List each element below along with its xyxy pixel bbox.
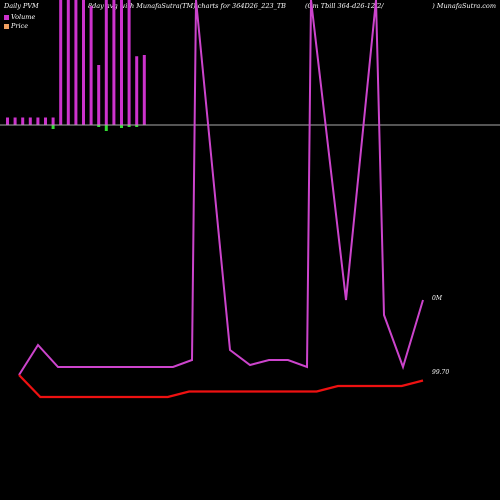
price-line [18,374,424,399]
legend-volume: Volume [4,13,35,21]
volume-bar-up [66,0,70,125]
volume-axis-label: 0M [432,295,443,302]
volume-average-line [18,0,424,376]
chart-header-instrument: (Cm Tbill 364-d26-12/2/ [305,2,384,10]
volume-bar-down [127,125,131,127]
legend-volume-swatch [4,14,9,20]
legend-volume-label: Volume [11,13,36,21]
volume-bar-up [36,117,40,125]
volume-bar-up [74,0,78,125]
volume-bar-up [13,117,17,125]
volume-bar-up [127,0,131,125]
legend-price-label: Price [11,22,29,30]
volume-bar-down [135,125,139,127]
volume-bar-up [135,56,139,125]
volume-bar-up [104,0,108,125]
chart-header-title: 8day avg with MunafaSutra(TM) charts for… [88,2,286,10]
volume-bar-down [51,125,55,129]
volume-bar-down [97,125,101,127]
legend-price-swatch [4,23,9,29]
volume-bar-up [82,0,85,125]
volume-bar-up [89,6,93,125]
volume-bar-up [28,117,32,125]
volume-bar-up [112,0,116,125]
legend-price: Price [4,22,28,30]
chart-header-site: ) MunafaSutra.com [432,2,496,10]
volume-bar-down [104,125,108,131]
volume-bar-up [21,117,25,125]
price-axis-label: 99.70 [432,369,449,376]
volume-bar-up [59,0,63,125]
volume-bar-up [142,55,146,125]
volume-bars [6,0,146,131]
volume-bar-up [97,65,101,125]
volume-bar-up [120,0,123,125]
chart-header-left: Daily PVM [4,2,39,10]
volume-bar-up [51,117,55,125]
volume-bar-up [44,117,47,125]
volume-bar-up [6,117,9,125]
volume-bar-down [120,125,123,128]
